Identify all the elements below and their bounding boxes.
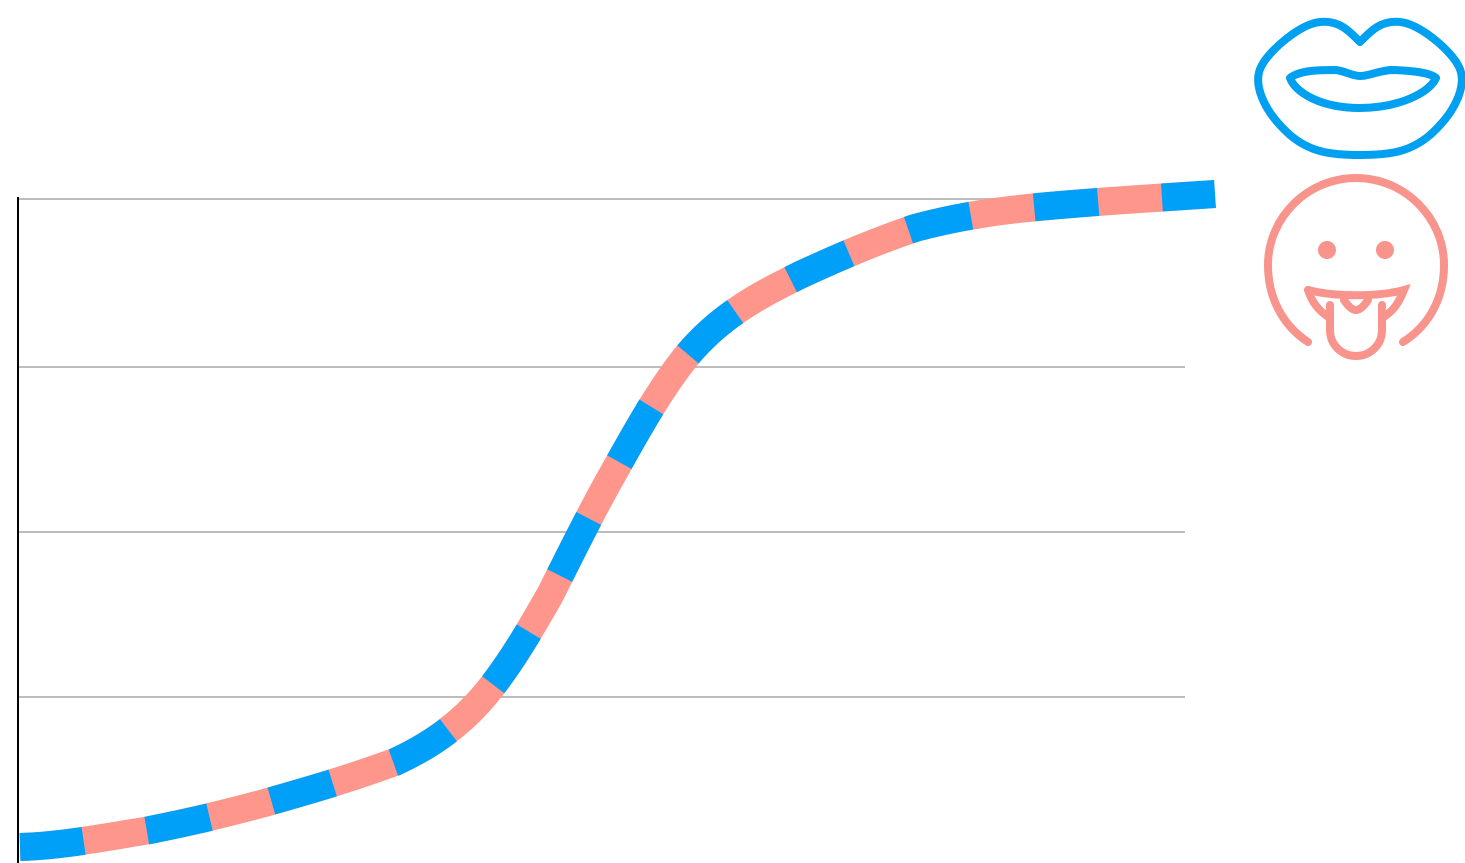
tongue-line	[1340, 296, 1372, 315]
lips-mouth	[1286, 66, 1440, 112]
tongue-face-icon	[1263, 173, 1449, 361]
s-curve	[19, 180, 1216, 861]
curve-base	[19, 180, 1216, 861]
smile	[1304, 284, 1411, 322]
curve-dashes	[19, 180, 1216, 861]
eye	[1318, 241, 1336, 259]
grid	[18, 198, 1185, 698]
lips-icon	[1254, 17, 1465, 159]
lips-outline	[1254, 17, 1465, 159]
tongue	[1326, 301, 1386, 361]
eye	[1376, 241, 1394, 259]
face-outline	[1263, 173, 1449, 346]
